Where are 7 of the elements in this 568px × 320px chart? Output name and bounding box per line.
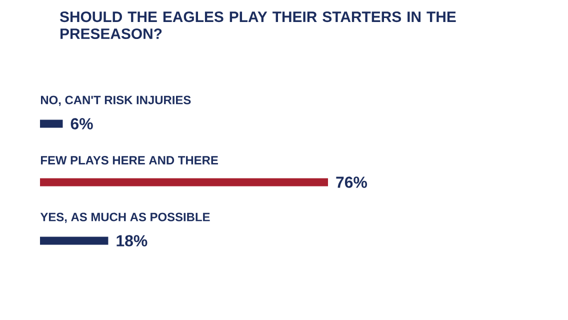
data-label: 76% xyxy=(336,176,367,188)
y-tick-label: FEW PLAYS HERE AND THERE xyxy=(40,156,218,164)
y-tick-label: YES, AS MUCH AS POSSIBLE xyxy=(40,212,210,223)
y-tick-label: NO, CAN'T RISK INJURIES xyxy=(40,96,191,106)
chart-title: SHOULD THE EAGLES PLAY THEIR STARTERS IN THE PRESEASON? xyxy=(60,12,456,40)
data-label: 18% xyxy=(116,235,148,246)
data-label: 6% xyxy=(70,118,93,130)
